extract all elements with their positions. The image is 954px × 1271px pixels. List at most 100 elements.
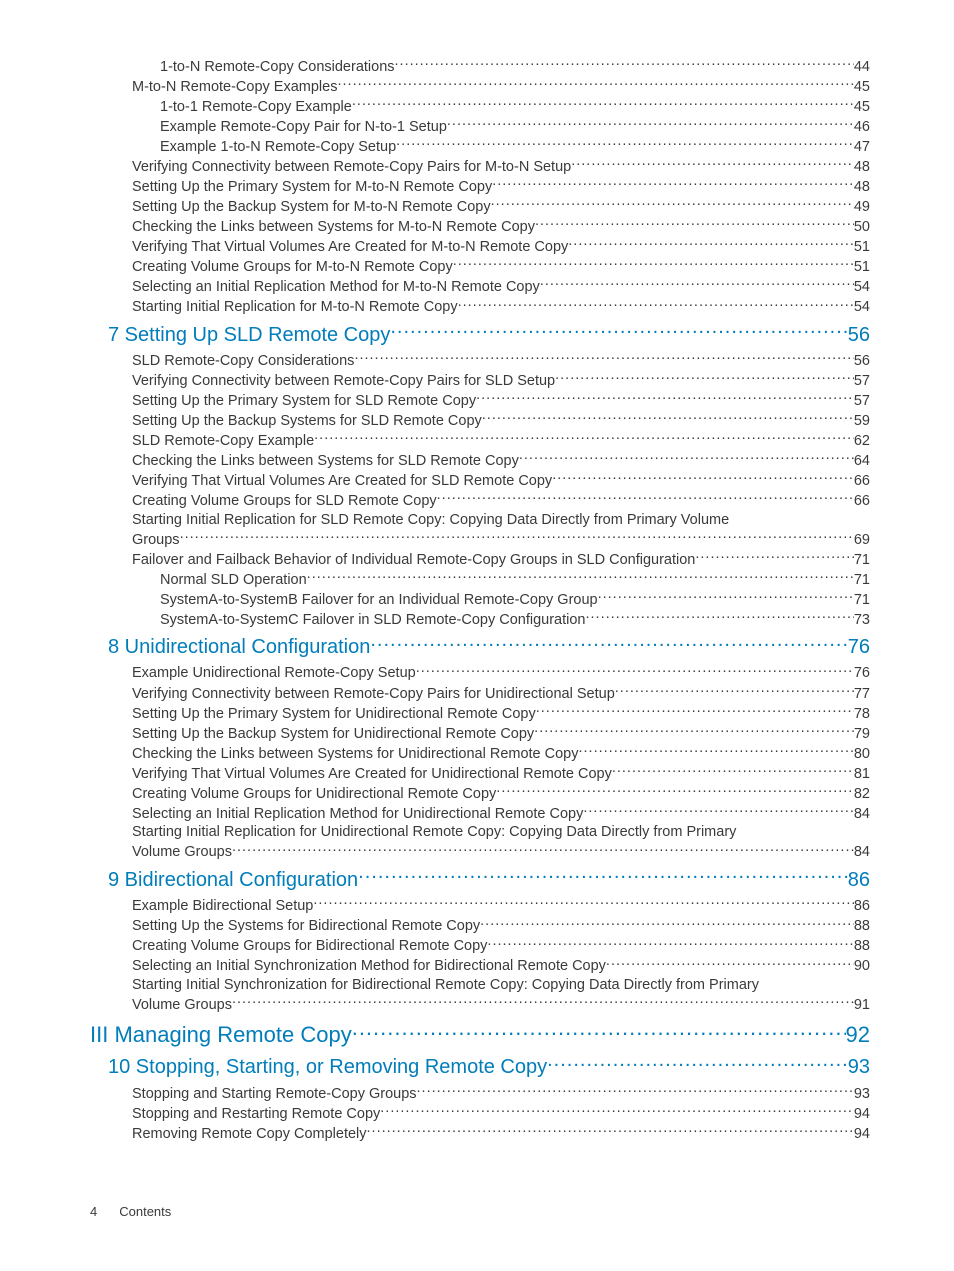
toc-entry-page: 54 xyxy=(854,278,870,297)
toc-entry-page: 71 xyxy=(854,551,870,570)
toc-entry[interactable]: Checking the Links between Systems for U… xyxy=(90,743,870,763)
toc-entry-page: 71 xyxy=(854,571,870,590)
toc-entry-label: SystemA-to-SystemC Failover in SLD Remot… xyxy=(160,611,585,630)
toc-entry-label: Normal SLD Operation xyxy=(160,571,307,590)
toc-entry[interactable]: Setting Up the Primary System for SLD Re… xyxy=(90,390,870,410)
toc-entry[interactable]: Creating Volume Groups for Unidirectiona… xyxy=(90,783,870,803)
toc-entry[interactable]: Volume Groups84 xyxy=(90,842,870,862)
toc-entry[interactable]: Checking the Links between Systems for M… xyxy=(90,216,870,236)
toc-entry[interactable]: Selecting an Initial Replication Method … xyxy=(90,803,870,823)
toc-leader-dots xyxy=(606,956,854,971)
toc-entry-page: 84 xyxy=(854,805,870,824)
toc-leader-dots xyxy=(555,370,854,385)
toc-entry-page: 76 xyxy=(854,664,870,683)
toc-leader-dots xyxy=(416,663,854,678)
toc-entry-page: 59 xyxy=(854,412,870,431)
toc-entry[interactable]: Selecting an Initial Synchronization Met… xyxy=(90,956,870,976)
toc-leader-dots xyxy=(358,866,848,886)
toc-entry-page: 45 xyxy=(854,78,870,97)
toc-entry-label: Verifying Connectivity between Remote-Co… xyxy=(132,158,571,177)
toc-entry[interactable]: Starting Initial Replication for M-to-N … xyxy=(90,297,870,317)
toc-entry[interactable]: Verifying That Virtual Volumes Are Creat… xyxy=(90,470,870,490)
toc-entry[interactable]: Failover and Failback Behavior of Indivi… xyxy=(90,549,870,569)
toc-entry[interactable]: Removing Remote Copy Completely94 xyxy=(90,1123,870,1143)
toc-entry[interactable]: 7 Setting Up SLD Remote Copy56 xyxy=(90,321,870,349)
toc-entry[interactable]: Setting Up the Backup Systems for SLD Re… xyxy=(90,410,870,430)
toc-entry[interactable]: SystemA-to-SystemB Failover for an Indiv… xyxy=(90,589,870,609)
toc-entry[interactable]: Normal SLD Operation 71 xyxy=(90,569,870,589)
toc-entry-label: Example Unidirectional Remote-Copy Setup xyxy=(132,664,416,683)
toc-entry-page: 80 xyxy=(854,745,870,764)
toc-entry-label: Starting Initial Replication for SLD Rem… xyxy=(132,511,729,530)
toc-entry[interactable]: Checking the Links between Systems for S… xyxy=(90,450,870,470)
toc-entry[interactable]: Example Bidirectional Setup86 xyxy=(90,896,870,916)
toc-entry[interactable]: Stopping and Starting Remote-Copy Groups… xyxy=(90,1083,870,1103)
toc-entry-page: 57 xyxy=(854,372,870,391)
toc-entry-page: 56 xyxy=(854,352,870,371)
toc-entry[interactable]: Stopping and Restarting Remote Copy94 xyxy=(90,1103,870,1123)
toc-leader-dots xyxy=(612,763,854,778)
toc-entry[interactable]: SystemA-to-SystemC Failover in SLD Remot… xyxy=(90,609,870,629)
toc-entry-label: Failover and Failback Behavior of Indivi… xyxy=(132,551,695,570)
toc-entry[interactable]: 1-to-N Remote-Copy Considerations44 xyxy=(90,56,870,76)
toc-leader-dots xyxy=(487,936,853,951)
toc-leader-dots xyxy=(695,549,853,564)
toc-leader-dots xyxy=(535,216,854,231)
toc-entry[interactable]: Creating Volume Groups for M-to-N Remote… xyxy=(90,256,870,276)
toc-entry[interactable]: SLD Remote-Copy Example62 xyxy=(90,430,870,450)
toc-entry[interactable]: Verifying That Virtual Volumes Are Creat… xyxy=(90,236,870,256)
toc-entry[interactable]: Setting Up the Backup System for M-to-N … xyxy=(90,196,870,216)
toc-entry[interactable]: Volume Groups91 xyxy=(90,994,870,1014)
toc-entry: Starting Initial Synchronization for Bid… xyxy=(90,976,870,995)
toc-entry-page: 79 xyxy=(854,725,870,744)
toc-entry-label: SLD Remote-Copy Example xyxy=(132,432,314,451)
toc-entry-label: Setting Up the Backup System for Unidire… xyxy=(132,725,534,744)
toc-entry[interactable]: Example 1-to-N Remote-Copy Setup47 xyxy=(90,136,870,156)
toc-entry-label: Starting Initial Replication for M-to-N … xyxy=(132,298,458,317)
toc-entry-page: 86 xyxy=(848,868,870,894)
toc-entry-label: Setting Up the Primary System for Unidir… xyxy=(132,705,536,724)
toc-container: 1-to-N Remote-Copy Considerations44M-to-… xyxy=(90,56,870,1143)
toc-entry[interactable]: 9 Bidirectional Configuration86 xyxy=(90,866,870,894)
toc-entry-page: 47 xyxy=(854,138,870,157)
toc-entry[interactable]: Creating Volume Groups for SLD Remote Co… xyxy=(90,491,870,511)
toc-entry[interactable]: Verifying That Virtual Volumes Are Creat… xyxy=(90,763,870,783)
toc-leader-dots xyxy=(480,916,854,931)
toc-entry[interactable]: SLD Remote-Copy Considerations56 xyxy=(90,350,870,370)
toc-entry[interactable]: Example Remote-Copy Pair for N-to-1 Setu… xyxy=(90,116,870,136)
toc-entry[interactable]: Verifying Connectivity between Remote-Co… xyxy=(90,683,870,703)
toc-entry[interactable]: Setting Up the Backup System for Unidire… xyxy=(90,723,870,743)
toc-entry[interactable]: Setting Up the Systems for Bidirectional… xyxy=(90,916,870,936)
toc-entry-page: 78 xyxy=(854,705,870,724)
toc-entry[interactable]: Groups69 xyxy=(90,529,870,549)
toc-entry[interactable]: III Managing Remote Copy92 xyxy=(90,1020,870,1049)
toc-entry-label: Verifying Connectivity between Remote-Co… xyxy=(132,372,555,391)
toc-entry[interactable]: 10 Stopping, Starting, or Removing Remot… xyxy=(90,1053,870,1081)
toc-entry-page: 77 xyxy=(854,685,870,704)
toc-entry-label: Setting Up the Backup Systems for SLD Re… xyxy=(132,412,482,431)
toc-entry-page: 45 xyxy=(854,98,870,117)
toc-leader-dots xyxy=(337,76,853,91)
toc-entry[interactable]: Setting Up the Primary System for Unidir… xyxy=(90,703,870,723)
toc-entry[interactable]: 1-to-1 Remote-Copy Example45 xyxy=(90,96,870,116)
toc-entry-label: Creating Volume Groups for SLD Remote Co… xyxy=(132,492,437,511)
toc-entry[interactable]: Creating Volume Groups for Bidirectional… xyxy=(90,936,870,956)
toc-entry-label: 1-to-N Remote-Copy Considerations xyxy=(160,58,395,77)
toc-entry-label: Verifying Connectivity between Remote-Co… xyxy=(132,685,615,704)
toc-entry[interactable]: 8 Unidirectional Configuration76 xyxy=(90,633,870,661)
toc-entry-page: 51 xyxy=(854,258,870,277)
toc-entry-label: Starting Initial Replication for Unidire… xyxy=(132,823,736,842)
toc-entry-page: 56 xyxy=(848,323,870,349)
toc-entry[interactable]: Selecting an Initial Replication Method … xyxy=(90,277,870,297)
toc-entry-label: Verifying That Virtual Volumes Are Creat… xyxy=(132,765,612,784)
toc-entry[interactable]: Setting Up the Primary System for M-to-N… xyxy=(90,176,870,196)
toc-entry[interactable]: Verifying Connectivity between Remote-Co… xyxy=(90,370,870,390)
toc-entry[interactable]: Verifying Connectivity between Remote-Co… xyxy=(90,156,870,176)
toc-entry-page: 94 xyxy=(854,1125,870,1144)
toc-leader-dots xyxy=(492,176,854,191)
toc-entry[interactable]: M-to-N Remote-Copy Examples45 xyxy=(90,76,870,96)
toc-entry[interactable]: Example Unidirectional Remote-Copy Setup… xyxy=(90,663,870,683)
toc-entry-page: 57 xyxy=(854,392,870,411)
toc-leader-dots xyxy=(417,1083,854,1098)
toc-leader-dots xyxy=(536,703,854,718)
